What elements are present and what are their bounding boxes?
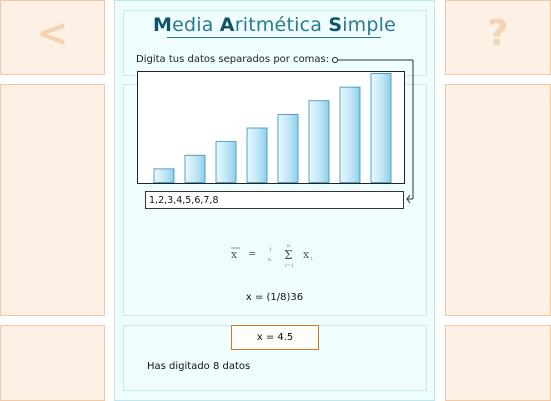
title-word-3: Simple [328,14,397,36]
back-tile[interactable]: < [0,0,105,75]
formula-xbar: x [231,248,238,261]
input-prompt: Digita tus datos separados por comas: [136,54,330,65]
left-tile-middle [0,84,105,316]
bar-chart [137,71,405,184]
result-box: x = 4.5 [231,325,319,350]
help-icon[interactable]: ? [487,13,509,54]
help-tile[interactable]: ? [445,0,551,75]
formula-term: x [303,248,310,261]
title-underline [167,37,381,38]
mean-formula: x = 1 n n Σ i=1 x i [231,243,313,269]
computation-text: x = (1/8)36 [245,292,304,303]
bar-7 [339,86,361,183]
right-tile-bottom [445,325,551,401]
left-tile-bottom [0,325,105,401]
formula-sum-top: n [287,243,291,249]
bar-2 [184,154,206,183]
title-word-1: Media [152,14,220,36]
bar-5 [277,113,299,183]
back-arrow-icon[interactable]: < [36,11,69,55]
bar-6 [308,100,330,183]
formula-sum-bottom: i=1 [285,263,294,269]
status-text: Has digitado 8 datos [147,361,251,372]
data-input[interactable] [145,191,404,209]
bar-4 [246,127,268,183]
formula-denominator: n [268,257,272,263]
title-word-2: Aritmética [219,14,329,36]
formula-equals: = [248,249,256,260]
bar-chart-svg [153,73,392,183]
connector-line [331,56,414,204]
page-title: Media Aritmética Simple [114,14,435,36]
formula-numerator: 1 [269,247,272,253]
bar-8 [370,73,392,183]
bar-1 [153,168,175,183]
right-tile-middle [445,84,551,316]
bar-3 [215,141,237,183]
formula-subscript: i [311,256,313,262]
sigma-icon: Σ [284,248,292,262]
